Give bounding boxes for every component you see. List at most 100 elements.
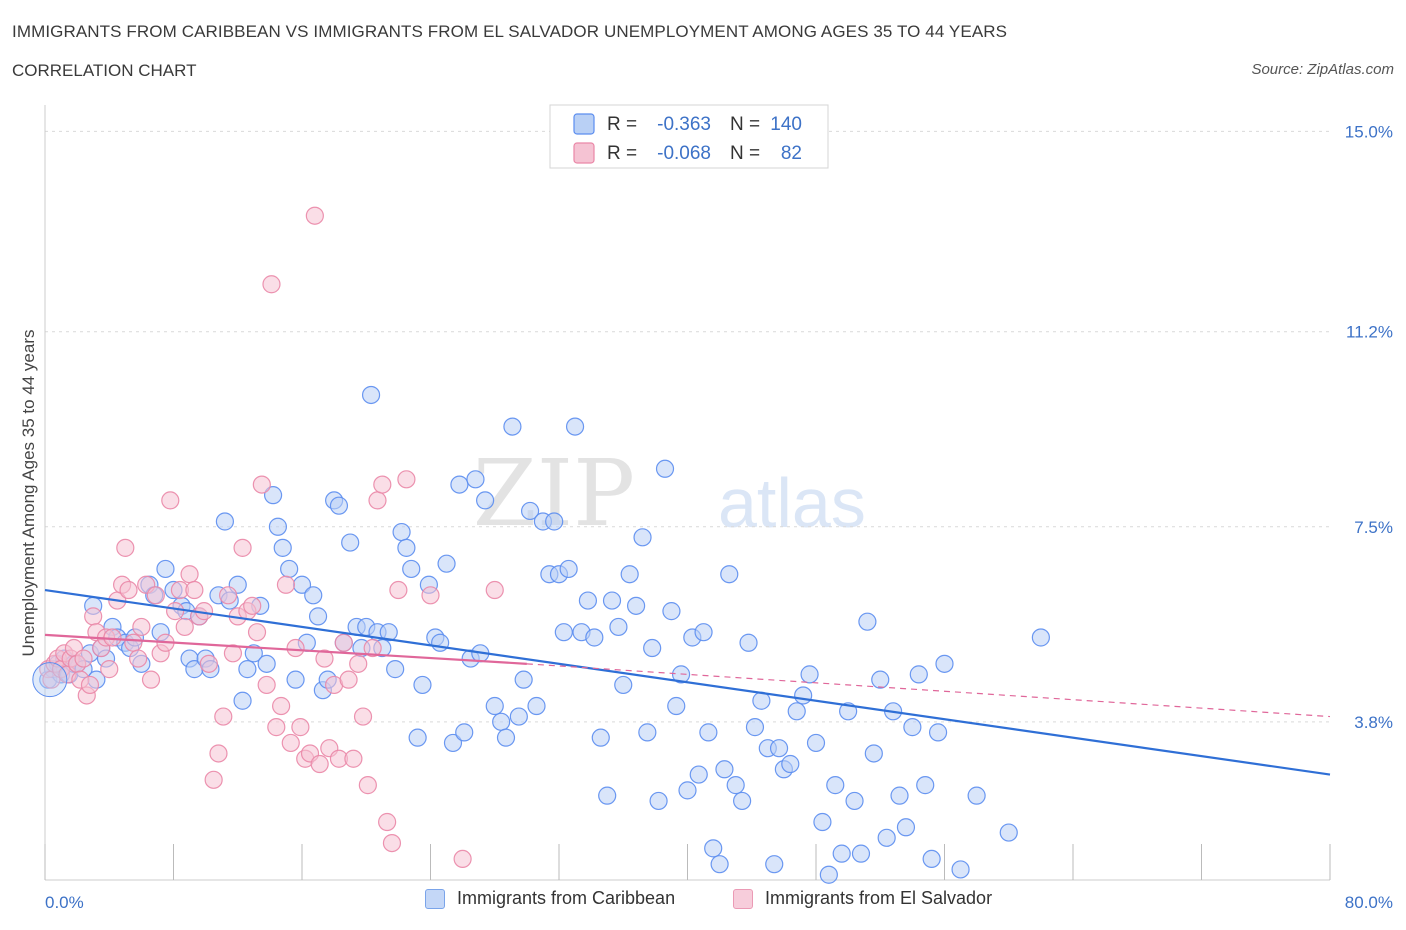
legend-n-value: 82	[781, 143, 802, 164]
data-point	[813, 812, 832, 832]
trend-line-extension	[526, 663, 1331, 718]
data-point	[392, 522, 411, 542]
data-point	[509, 707, 528, 726]
x-tick-label-max: 80.0%	[1345, 893, 1393, 912]
data-point	[204, 770, 223, 789]
data-point	[851, 844, 871, 863]
legend-r-label: R =	[607, 114, 637, 135]
data-point	[485, 696, 504, 716]
data-point	[667, 696, 686, 716]
data-point	[389, 580, 408, 600]
chart-title: IMMIGRANTS FROM CARIBBEAN VS IMMIGRANTS …	[12, 22, 1008, 41]
data-point	[267, 718, 286, 737]
data-point	[308, 607, 328, 626]
data-point	[349, 654, 368, 673]
data-point	[382, 833, 402, 853]
data-point	[421, 586, 440, 605]
data-point	[689, 765, 708, 784]
data-point	[84, 607, 103, 626]
data-point	[585, 628, 604, 647]
data-point	[967, 786, 986, 805]
data-point	[565, 417, 585, 436]
data-point	[726, 776, 745, 795]
data-point	[339, 670, 358, 689]
data-point	[119, 580, 138, 600]
data-point	[765, 855, 784, 874]
data-point	[710, 855, 729, 874]
data-point	[626, 596, 646, 615]
legend-item-caribbean[interactable]: Immigrants from Caribbean	[425, 888, 675, 909]
data-point	[378, 812, 397, 832]
data-point	[496, 728, 516, 747]
data-point	[223, 644, 243, 663]
data-point	[450, 475, 469, 494]
data-point	[244, 644, 263, 663]
series-el-salvador-points	[39, 206, 504, 869]
data-point	[214, 707, 233, 726]
data-point	[280, 559, 299, 579]
data-point	[928, 723, 948, 742]
data-point	[485, 580, 504, 600]
data-point	[643, 638, 662, 658]
watermark-zip: ZIP	[473, 440, 635, 547]
data-point	[397, 470, 416, 489]
watermark-atlas: atlas	[718, 464, 866, 542]
data-point	[257, 654, 276, 673]
data-point	[720, 565, 739, 584]
data-point	[800, 665, 819, 684]
data-point	[268, 517, 288, 536]
data-point	[397, 538, 416, 557]
data-point	[310, 754, 329, 774]
data-point	[247, 623, 267, 642]
data-point	[916, 776, 935, 795]
legend-swatch-pink	[733, 888, 753, 909]
y-tick-label: 11.2%	[1346, 323, 1393, 342]
data-point	[341, 533, 360, 552]
data-point	[305, 206, 324, 225]
data-point	[858, 612, 877, 631]
data-point	[386, 660, 405, 679]
data-point	[903, 718, 922, 737]
data-point	[699, 723, 718, 742]
data-point	[733, 791, 752, 811]
data-point	[649, 791, 668, 811]
data-point	[129, 649, 148, 668]
data-point	[620, 565, 639, 584]
data-point	[276, 575, 296, 594]
data-point	[602, 591, 622, 610]
legend-r-label: R =	[607, 143, 637, 164]
data-point	[678, 781, 697, 800]
data-point	[466, 470, 485, 489]
data-point	[890, 786, 909, 805]
trend-line-caribbean	[44, 588, 1331, 776]
data-point	[633, 528, 652, 547]
data-point	[219, 586, 238, 605]
top-legend: R = -0.363 N = 140 R = -0.068 N = 82	[549, 104, 829, 169]
data-point	[402, 559, 421, 579]
data-point	[443, 733, 463, 753]
data-point	[694, 623, 713, 642]
data-point	[826, 776, 845, 795]
data-point	[819, 865, 838, 884]
data-point	[100, 660, 119, 679]
data-point	[344, 749, 363, 768]
data-point	[373, 475, 392, 494]
legend-item-el-salvador[interactable]: Immigrants from El Salvador	[733, 888, 992, 909]
data-point	[161, 491, 180, 510]
data-point	[609, 617, 628, 637]
data-point	[704, 839, 723, 858]
data-point	[739, 633, 758, 652]
data-point	[141, 670, 161, 689]
data-point	[233, 691, 252, 710]
legend-n-value: 140	[770, 114, 802, 135]
top-legend-swatch	[573, 142, 595, 164]
data-point	[614, 675, 633, 695]
data-point	[1031, 628, 1050, 647]
data-point	[413, 675, 432, 695]
data-point	[408, 728, 427, 747]
data-point	[545, 512, 564, 531]
data-point	[832, 844, 851, 863]
y-tick-label: 7.5%	[1354, 518, 1393, 537]
data-point	[233, 538, 252, 557]
data-point	[437, 554, 456, 573]
